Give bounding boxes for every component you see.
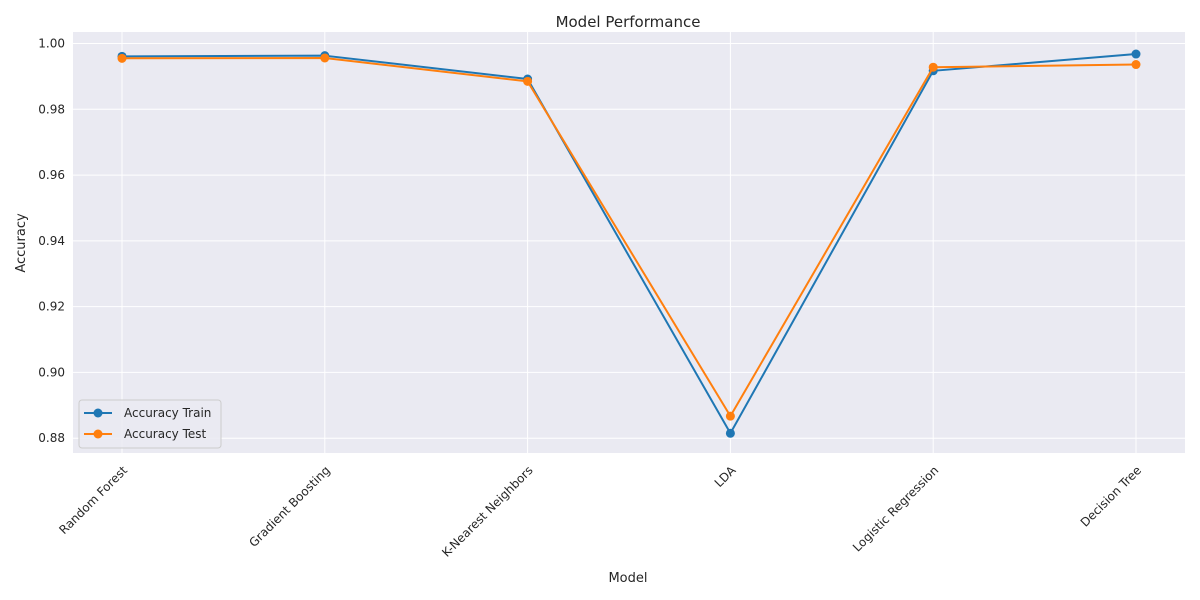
data-point bbox=[117, 53, 127, 63]
x-grid bbox=[121, 32, 1137, 453]
x-tick-label: LDA bbox=[712, 463, 739, 490]
data-point bbox=[928, 62, 938, 72]
data-point bbox=[725, 428, 735, 438]
data-point bbox=[1131, 60, 1141, 70]
legend-marker bbox=[93, 429, 103, 439]
series-line bbox=[121, 53, 1137, 435]
y-grid bbox=[73, 43, 1185, 439]
plot-area bbox=[73, 32, 1185, 453]
y-tick-label: 0.96 bbox=[38, 168, 65, 182]
y-tick-label: 0.98 bbox=[38, 102, 65, 116]
plot-background bbox=[73, 32, 1185, 453]
y-axis-label: Accuracy bbox=[14, 213, 29, 273]
y-tick-label: 0.90 bbox=[38, 365, 65, 379]
x-tick-label: Logistic Regression bbox=[850, 463, 941, 554]
x-tick-label: Gradient Boosting bbox=[246, 463, 333, 550]
chart-title: Model Performance bbox=[556, 13, 701, 31]
x-tick-label: Random Forest bbox=[56, 463, 130, 537]
y-tick-label: 0.94 bbox=[38, 234, 65, 248]
legend-box bbox=[78, 399, 222, 449]
legend-label: Accuracy Test bbox=[124, 427, 207, 441]
y-tick-label: 0.88 bbox=[38, 431, 65, 445]
series-layer bbox=[117, 49, 1141, 438]
legend: Accuracy Train Accuracy Test bbox=[78, 399, 222, 449]
y-tick-label: 0.92 bbox=[38, 300, 65, 314]
legend-marker bbox=[93, 408, 103, 418]
data-point bbox=[1131, 49, 1141, 59]
data-point bbox=[320, 53, 330, 63]
x-axis-label: Model bbox=[608, 571, 647, 586]
data-point bbox=[523, 76, 533, 86]
legend-label: Accuracy Train bbox=[124, 406, 211, 420]
x-tick-label: K-Nearest Neighbors bbox=[439, 463, 536, 560]
x-tick-label: Decision Tree bbox=[1078, 463, 1144, 529]
series-line bbox=[121, 56, 1137, 418]
y-tick-label: 1.00 bbox=[38, 37, 65, 51]
data-point bbox=[725, 411, 735, 421]
y-axis-ticks: 0.88 0.90 0.92 0.94 0.96 0.98 1.00 bbox=[38, 37, 65, 446]
x-axis-ticks: Random Forest Gradient Boosting K-Nearest … bbox=[56, 463, 1144, 560]
